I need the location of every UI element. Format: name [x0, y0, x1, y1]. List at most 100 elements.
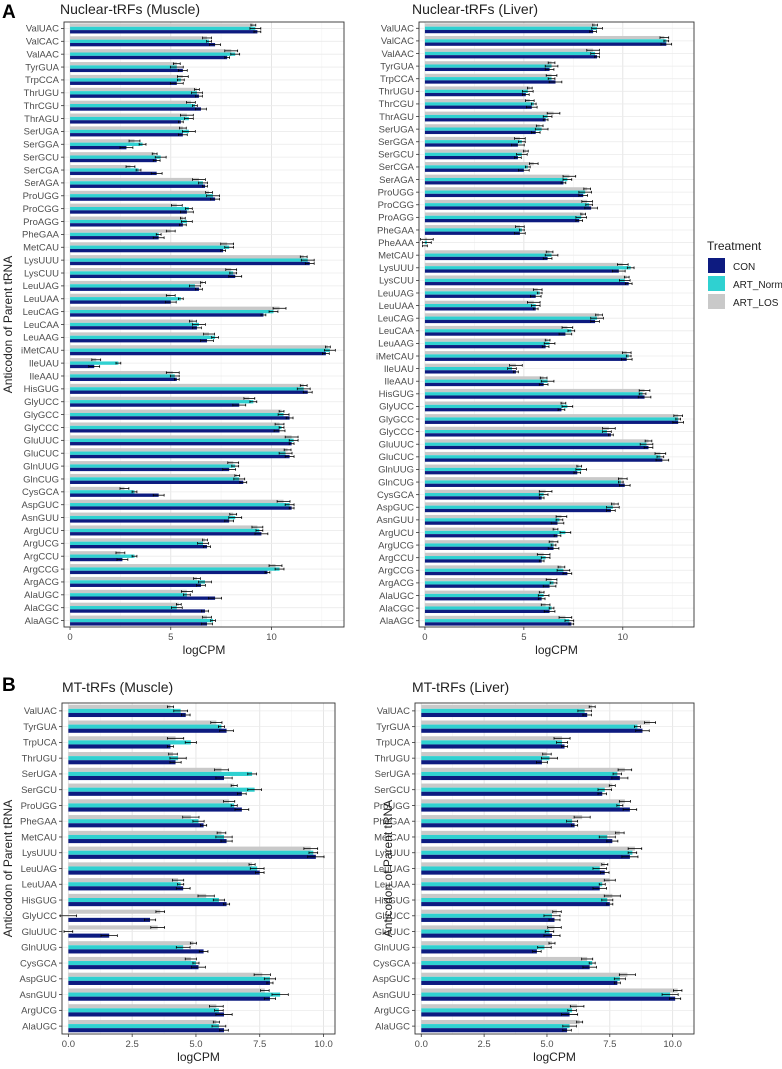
- bar-con-sergga: [424, 143, 518, 147]
- y-tick-label-aspguc: AspGUC: [20, 974, 58, 985]
- bar-con-leuaag: [70, 339, 208, 343]
- bar-art-los-tyrgua: [70, 62, 177, 66]
- bar-art-norm-phegaa: [424, 228, 522, 232]
- bar-con-asnguu: [424, 521, 558, 525]
- bar-art-los-gluuuc: [70, 435, 292, 439]
- bar-art-norm-argucg: [424, 543, 554, 547]
- bar-art-los-glyucc: [68, 909, 161, 914]
- bar-art-los-prougg: [421, 799, 625, 804]
- bar-art-norm-glucuc: [424, 455, 661, 459]
- bar-con-lyscuu: [70, 274, 236, 279]
- y-tick-label-glygcc: GlyGCC: [379, 414, 415, 425]
- bar-con-argucg: [424, 546, 554, 550]
- bar-con-leuuag: [421, 870, 605, 875]
- bar-art-norm-procgg: [424, 203, 590, 207]
- y-tick-label-trpcca: TrpCCA: [25, 75, 60, 86]
- bar-con-leuaag: [424, 345, 546, 349]
- y-tick-label-glnuug: GlnUUG: [23, 461, 59, 472]
- bar-art-los-metcau: [70, 242, 228, 246]
- bar-art-los-prougg: [68, 799, 230, 804]
- bar-con-glucuc: [424, 458, 663, 462]
- bar-art-los-valuac: [424, 23, 596, 27]
- bar-art-los-hisgug: [424, 388, 645, 393]
- bar-con-argucu: [424, 534, 558, 538]
- bar-art-los-aspguc: [421, 972, 628, 977]
- bar-con-alaugc: [421, 1028, 568, 1033]
- y-tick-label-leucaa: LeuCAA: [379, 326, 415, 337]
- y-tick-label-argucu: ArgUCU: [24, 526, 60, 537]
- bar-con-argacg: [424, 584, 550, 588]
- bar-con-sergcu: [68, 791, 242, 796]
- bar-con-gluuuc: [70, 442, 292, 446]
- bar-art-norm-glygcc: [424, 417, 679, 421]
- bar-con-hisgug: [68, 902, 227, 907]
- bar-art-norm-glyucc: [421, 913, 552, 918]
- bar-art-norm-prougg: [424, 190, 586, 194]
- bar-art-los-leuuag: [424, 288, 538, 292]
- bar-art-los-argucu: [424, 527, 556, 531]
- bar-art-norm-valuac: [424, 26, 598, 30]
- bar-art-norm-valaac: [70, 52, 236, 56]
- bar-art-norm-sercga: [70, 168, 139, 172]
- y-tick-label-thrugu: ThrUGU: [375, 753, 411, 764]
- bar-con-imetcau: [424, 357, 627, 361]
- y-tick-label-glygcc: GlyGCC: [24, 410, 60, 421]
- bar-art-los-phegaa: [68, 815, 191, 820]
- bar-art-los-thragu: [70, 113, 187, 117]
- bar-art-los-glyucc: [424, 401, 564, 405]
- x-axis-title: logCPM: [533, 1050, 576, 1064]
- bar-art-norm-sergga: [424, 140, 522, 144]
- bar-con-leuuag: [424, 294, 536, 298]
- bar-con-argucg: [421, 1012, 570, 1017]
- bar-con-glyccc: [70, 429, 280, 433]
- legend-label-art-los: ART_LOS: [733, 298, 779, 309]
- bar-con-valaac: [424, 55, 598, 59]
- bar-con-glnuug: [70, 467, 230, 472]
- y-tick-label-leuaag: LeuAAG: [23, 333, 59, 344]
- y-tick-label-tyrgua: TyrGUA: [23, 722, 57, 733]
- bar-art-los-imetcau: [424, 351, 627, 355]
- bar-con-sercga: [424, 168, 524, 172]
- bar-art-los-metcau: [68, 830, 222, 835]
- bar-art-norm-cysgca: [68, 961, 196, 966]
- bar-art-norm-hisgug: [424, 392, 643, 396]
- bar-con-seruga: [70, 133, 183, 137]
- y-tick-label-thragu: ThrAGU: [24, 114, 59, 125]
- bar-art-los-ileuau: [424, 363, 516, 367]
- bar-con-gluuuc: [424, 445, 649, 450]
- bar-art-norm-leuuag: [421, 866, 600, 871]
- bar-art-norm-leuaag: [70, 335, 216, 340]
- y-tick-label-cysgca: CysGCA: [377, 490, 415, 501]
- bar-art-norm-leuuaa: [68, 882, 181, 887]
- bar-art-los-cysgca: [421, 956, 588, 962]
- bar-con-argccu: [70, 557, 123, 562]
- bar-art-los-trpuca: [68, 736, 176, 741]
- bar-con-glucuc: [70, 454, 290, 459]
- bar-con-prougg: [424, 193, 584, 198]
- bar-art-norm-thrugu: [421, 756, 550, 761]
- bar-art-los-lyscuu: [424, 275, 627, 279]
- bar-con-leucag: [424, 319, 596, 324]
- bar-art-norm-aspguc: [424, 505, 613, 509]
- x-tick-label: 0.0: [62, 1039, 75, 1050]
- bar-art-los-phegaa: [421, 815, 583, 820]
- y-tick-label-prougg: ProUGG: [23, 191, 59, 202]
- bar-art-los-sergcu: [421, 783, 613, 788]
- y-tick-label-argccu: ArgCCU: [379, 553, 415, 564]
- bar-con-argucg: [70, 545, 208, 549]
- y-tick-label-leuuag: LeuUAG: [23, 281, 59, 292]
- bar-art-norm-seruga: [424, 127, 542, 131]
- bar-art-los-procgg: [70, 203, 177, 207]
- bar-art-norm-gluuuc: [421, 929, 550, 934]
- bar-art-los-alacgc: [424, 603, 546, 607]
- bar-con-cysgca: [70, 493, 159, 497]
- bar-art-norm-thrugu: [70, 91, 197, 95]
- bar-con-argccg: [70, 570, 268, 575]
- bar-art-norm-asnguu: [421, 992, 671, 997]
- bar-con-lyscuu: [424, 282, 629, 286]
- bar-con-valuac: [68, 712, 186, 718]
- bar-art-norm-valuac: [421, 708, 585, 713]
- bar-art-norm-aspguc: [70, 503, 290, 507]
